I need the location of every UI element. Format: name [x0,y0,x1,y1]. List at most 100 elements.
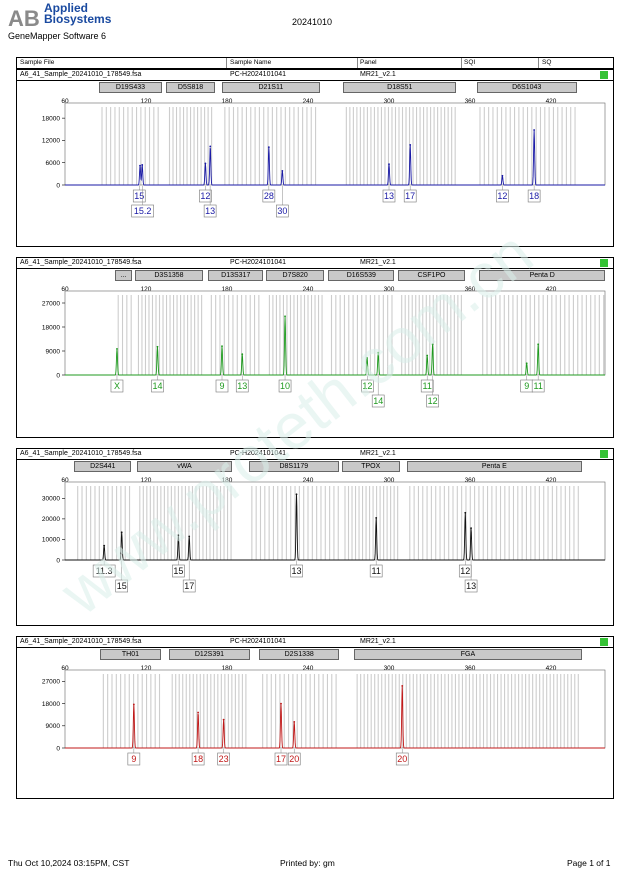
allele-bin [386,486,388,560]
allele-bin [585,295,587,375]
marker-d13s317[interactable]: D13S317 [208,270,264,281]
allele-bin [153,107,155,185]
allele-bin [223,295,225,375]
allele-bin [429,295,431,375]
allele-bin [488,107,490,185]
allele-label: 17 [276,754,286,764]
x-tick-label: 420 [546,477,557,484]
allele-label: 17 [184,581,194,591]
allele-bin [577,674,579,748]
allele-bin [553,674,555,748]
allele-bin [102,674,104,748]
allele-bin [408,107,411,185]
plot-frame [64,102,606,186]
allele-bin [518,674,520,748]
allele-bin [514,107,516,185]
allele-bin [216,486,218,560]
allele-box [278,379,292,393]
allele-bin [271,107,273,185]
allele-bin [212,486,215,560]
allele-bin [521,295,523,375]
allele-bin [177,486,179,560]
allele-bin [409,674,411,748]
allele-bin [195,486,197,560]
marker-vwa[interactable]: vWA [136,461,233,472]
allele-bin [179,107,181,185]
allele-bin [348,295,350,375]
allele-bin [472,674,474,748]
marker-d18s51[interactable]: D18S51 [343,82,457,93]
allele-label: 15 [117,581,127,591]
peak-point [533,129,536,131]
marker-tpox[interactable]: TPOX [341,461,400,472]
allele-bin [220,674,222,748]
marker-d2s1338[interactable]: D2S1338 [259,649,340,660]
allele-bin [452,486,454,560]
allele-bin [497,674,499,748]
allele-bin [250,107,252,185]
marker-d5s818[interactable]: D5S818 [166,82,215,93]
allele-bin [209,486,211,560]
allele-bin [525,486,527,560]
allele-bin [117,295,119,375]
allele-bin [522,107,524,185]
allele-bin [461,674,463,748]
allele-bin [525,295,527,375]
allele-bin [275,295,277,375]
allele-bin [450,295,452,375]
allele-bin [192,674,194,748]
allele-bin [329,486,331,560]
allele-bin [509,107,511,185]
allele-box [369,564,383,578]
marker-d19s433[interactable]: D19S433 [98,82,163,93]
marker-penta-d[interactable]: Penta D [479,270,605,281]
column-sq: SQ [542,59,552,66]
allele-bin [186,107,188,185]
allele-bin [307,295,309,375]
marker-th01[interactable]: TH01 [100,649,161,660]
marker-fga[interactable]: FGA [353,649,583,660]
x-tick-label: 120 [141,98,152,105]
allele-bin [486,674,488,748]
allele-bin [423,107,425,185]
allele-bin [280,107,282,185]
allele-bin [288,674,290,748]
allele-bin [277,486,279,560]
marker-penta-e[interactable]: Penta E [406,461,583,472]
allele-bin [603,295,605,375]
allele-bin [210,295,212,375]
x-axis: 60 120 180 240 300 360 420 [61,665,556,672]
panel-name: MR21_v2.1 [360,450,396,457]
sample-file: A6_41_Sample_20241010_178549.fsa [20,638,142,645]
x-tick-label: 240 [303,98,314,105]
marker-d21s11[interactable]: D21S11 [221,82,321,93]
allele-bin [281,486,283,560]
allele-bin [227,674,229,748]
allele-label: X [114,381,120,391]
marker-d2s441[interactable]: D2S441 [74,461,132,472]
allele-bin [521,674,523,748]
allele-bin [157,107,159,185]
marker--[interactable]: ... [114,270,133,281]
marker-d12s391[interactable]: D12S391 [168,649,250,660]
allele-bin [307,486,309,560]
allele-bin [468,674,471,748]
allele-box [420,379,434,393]
marker-d7s820[interactable]: D7S820 [266,270,325,281]
marker-d6s1043[interactable]: D6S1043 [476,82,577,93]
allele-bin [570,107,572,185]
marker-csf1po[interactable]: CSF1PO [398,270,465,281]
allele-bin [401,295,403,375]
allele-bin [447,107,449,185]
allele-bin [543,486,545,560]
allele-label: 11 [534,381,543,391]
allele-bin [422,486,424,560]
allele-bin [293,107,295,185]
x-tick-label: 300 [384,286,395,293]
marker-d3s1358[interactable]: D3S1358 [135,270,203,281]
marker-d16s539[interactable]: D16S539 [328,270,395,281]
peak-point [431,343,434,346]
allele-bin [284,107,286,185]
allele-bin [289,107,291,185]
marker-d8s1179[interactable]: D8S1179 [248,461,340,472]
